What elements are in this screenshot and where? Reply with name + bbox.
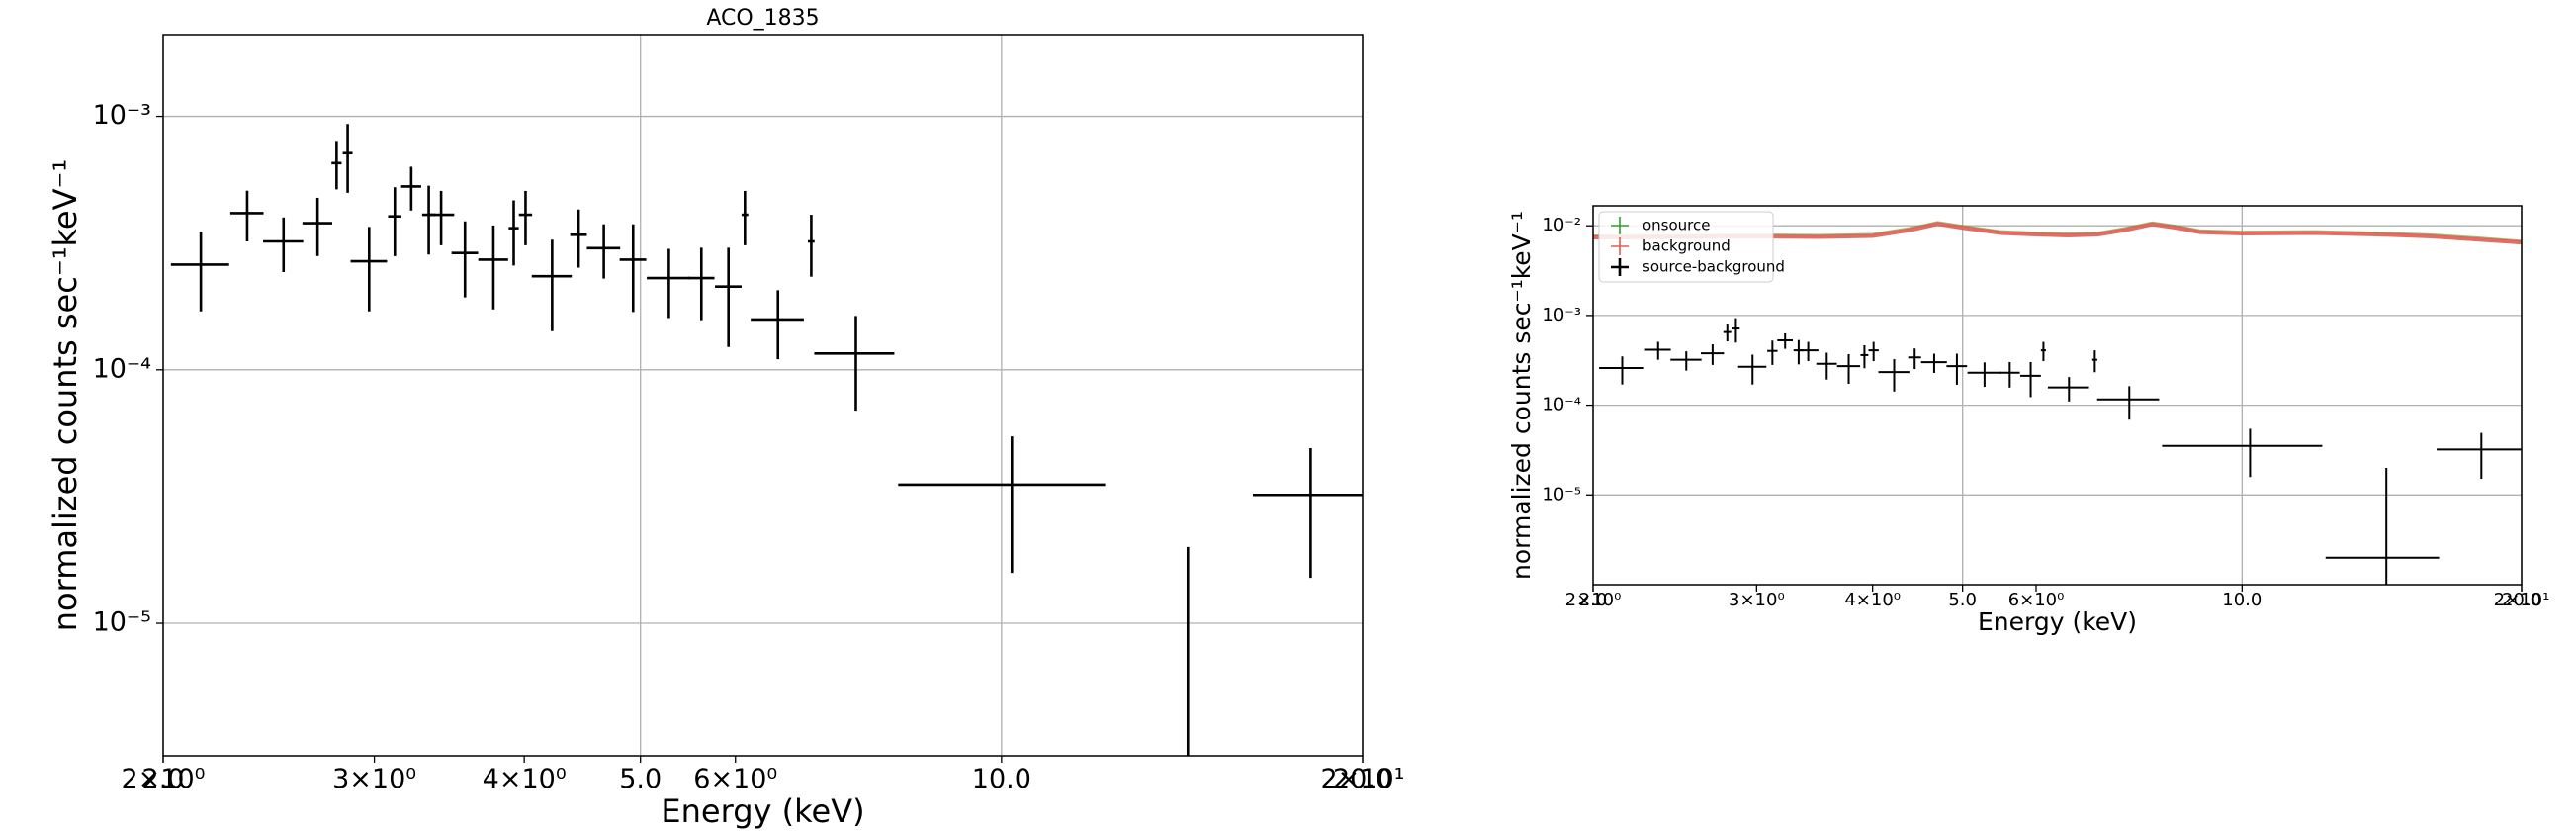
x-tick-label: 3×10⁰	[332, 764, 416, 794]
x-tick-label: 6×10⁰	[693, 764, 777, 794]
plot-area	[170, 124, 1363, 756]
chart-title: ACO_1835	[706, 6, 819, 31]
chart: 2.0 5.0 10.0 20.0 2×10⁰ 3×10⁰ 4×10⁰ 6×10⁰ 2×10¹ 1…	[1507, 205, 2550, 636]
x-tick-label: 2×10¹	[2494, 590, 2550, 610]
axes-frame	[162, 34, 1364, 757]
y-tick-label: 10⁻²	[1542, 215, 1581, 235]
legend-box	[1598, 211, 1774, 283]
x-tick-label: 10.0	[2222, 590, 2262, 610]
x-tick-label: 2.0	[1579, 590, 1608, 610]
x-tick-label: 2×10⁰	[1565, 590, 1622, 610]
x-tick-label: 5.0	[1948, 590, 1977, 610]
legend: onsource background source-background	[1598, 211, 1785, 283]
y-axis-label: normalized counts sec⁻¹keV⁻¹	[1507, 211, 1536, 580]
y-tick-label: 10⁻³	[93, 100, 151, 131]
y-tick-label: 10⁻³	[1542, 305, 1581, 325]
x-axis-label: Energy (keV)	[661, 792, 864, 830]
y-axis-label: normalized counts sec⁻¹keV⁻¹	[46, 159, 84, 631]
x-tick-label: 20.0	[2502, 590, 2541, 610]
x-tick-label: 10.0	[972, 764, 1031, 794]
y-tick-label: 10⁻⁴	[93, 353, 151, 384]
x-axis-label: Energy (keV)	[1978, 607, 2137, 636]
x-tick-label: 2.0	[142, 764, 185, 794]
legend-label: background	[1643, 237, 1731, 255]
x-tick-label: 2×10⁰	[122, 764, 206, 794]
x-tick-label: 2×10¹	[1321, 764, 1405, 794]
x-tick-label: 6×10⁰	[2008, 590, 2065, 610]
x-tick-label: 3×10⁰	[1729, 590, 1785, 610]
plot-area	[1593, 221, 2522, 585]
series-line	[1593, 222, 2522, 245]
x-tick-label: 4×10⁰	[1844, 590, 1901, 610]
y-tick-label: 10⁻⁵	[93, 607, 151, 638]
x-tick-label: 4×10⁰	[483, 764, 567, 794]
y-tick-label: 10⁻⁵	[1542, 484, 1581, 505]
legend-label: source-background	[1643, 258, 1785, 276]
chart: 2.0 5.0 10.0 20.0 2×10⁰ 3×10⁰ 4×10⁰ 6×10⁰ 2×10¹ 1…	[46, 6, 1404, 830]
y-tick-label: 10⁻⁴	[1542, 395, 1581, 416]
legend-label: onsource	[1643, 217, 1711, 234]
x-tick-label: 20.0	[1333, 764, 1392, 794]
axes-frame	[1592, 205, 2523, 586]
x-tick-label: 5.0	[619, 764, 662, 794]
